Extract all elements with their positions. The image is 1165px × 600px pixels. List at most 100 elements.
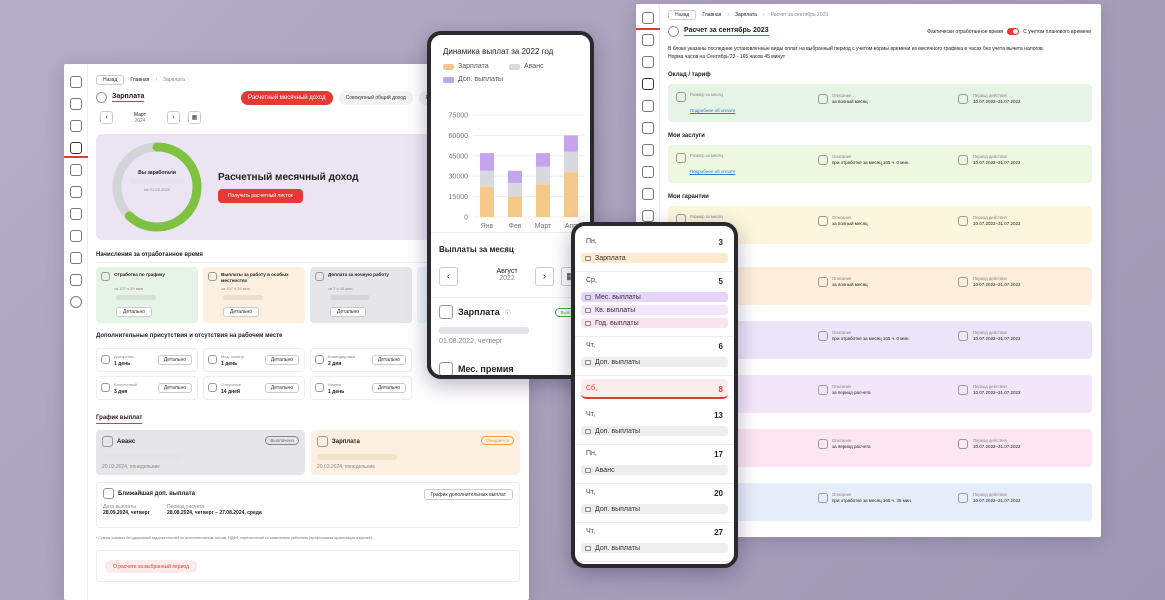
description-label: Описание [832,93,852,98]
moon-icon[interactable] [70,296,82,308]
wallet-icon[interactable] [642,78,654,90]
payment-card-salary[interactable]: Зарплата Ожидается 20.03.2024, понедельн… [311,430,520,475]
bar-segment[interactable] [564,135,578,152]
accrual-icon [315,272,324,281]
period-label: Период действия [973,330,1007,335]
star-icon[interactable] [642,144,654,156]
bar-segment[interactable] [480,170,494,188]
more-link[interactable]: Подробнее об оплате [690,169,736,174]
calendar-day[interactable]: Ср, 5 Мес. выплаты Кв. выплаты Год. выплаты [575,275,734,337]
details-button[interactable]: Детально [157,355,192,365]
details-button[interactable]: Детально [371,355,406,365]
documents-icon[interactable] [642,34,654,46]
bar-segment[interactable] [508,196,522,217]
details-button[interactable]: Детально [330,307,367,317]
bar-segment[interactable] [480,187,494,217]
bar-segment[interactable] [508,170,522,183]
calendar-event[interactable]: Доп. выплаты [581,357,728,367]
bar-segment[interactable] [536,166,550,185]
back-button[interactable]: Назад [668,10,697,20]
bar-segment[interactable] [564,172,578,217]
education-icon[interactable] [70,230,82,242]
nearest-period-label: Период расчета [167,504,205,510]
details-button[interactable]: Детально [264,383,299,393]
tab-total-income[interactable]: Совокупный общий доход [338,91,413,105]
breadcrumb-salary[interactable]: Зарплата [735,12,757,18]
star-icon[interactable] [70,208,82,220]
back-circle-icon[interactable] [96,92,107,103]
details-button[interactable]: Детально [223,307,260,317]
calendar-day[interactable]: Чт, 6 Доп. выплаты [575,340,734,376]
chat-icon[interactable] [642,56,654,68]
extra-schedule-button[interactable]: График дополнительных выплат [423,489,513,500]
calendar-day[interactable]: Пн, 3 Зарплата [575,236,734,272]
bar-segment[interactable] [480,153,494,171]
calendar-day[interactable]: Чт, 13 Доп. выплаты [575,409,734,445]
next-month-button[interactable]: › [167,111,180,124]
payment-card-advance[interactable]: Аванс Выплачено 20.03.2024, понедельник [96,430,305,475]
prev-month-button[interactable]: ‹ [100,111,113,124]
get-payslip-button[interactable]: Получить расчетный листок [218,189,303,203]
logout-icon[interactable] [642,210,654,222]
plan-time-toggle[interactable] [1007,28,1020,35]
details-button[interactable]: Детально [371,383,406,393]
accrual-card[interactable]: Выплаты за работу в особых местностях за … [203,267,305,323]
tab-monthly-income[interactable]: Расчетный месячный доход [241,91,333,105]
monitor-icon[interactable] [642,188,654,200]
calendar-day[interactable]: Пн, 17 Аванс [575,448,734,484]
calendar-event[interactable]: Мес. выплаты [581,292,728,302]
calendar-picker-icon[interactable]: ▦ [188,111,201,124]
description-value: за полный месяц [832,221,868,226]
calendar-event[interactable]: Доп. выплаты [581,426,728,436]
attendance-label: Командировка [328,354,355,359]
next-month-button[interactable]: › [535,267,554,286]
calendar-event[interactable]: Год. выплаты [581,318,728,328]
status-badge: Выплачено [265,436,299,445]
monitor-icon[interactable] [70,252,82,264]
salary-payment-card[interactable]: Зарплата ⓘ Выплачено 01.08.2022, четверг [439,305,589,345]
breadcrumb-home[interactable]: Главная [702,12,722,18]
calendar-event[interactable]: Аванс [581,465,728,475]
calendar-event[interactable]: Доп. выплаты [581,504,728,514]
home-icon[interactable] [70,76,82,88]
back-circle-icon[interactable] [668,26,679,37]
accrual-card[interactable]: Отработка по графику за 107 ч 29 мин Детал… [96,267,198,323]
x-tick-label: Апр [565,223,577,230]
accrual-card[interactable]: Доплата за ночную работу за 7 ч 45 мин Дет… [310,267,412,323]
bell-icon[interactable] [642,122,654,134]
more-link[interactable]: Подробнее об оплате [690,108,736,113]
calendar-icon[interactable] [70,164,82,176]
details-button[interactable]: Детально [264,355,299,365]
calendar-icon[interactable] [642,100,654,112]
prev-month-button[interactable]: ‹ [439,267,458,286]
info-icon[interactable]: ⓘ [504,310,511,317]
premium-card[interactable]: Мес. премия [439,362,514,375]
logout-icon[interactable] [70,274,82,286]
period-icon [958,155,968,165]
details-button[interactable]: Детально [157,383,192,393]
bar-segment[interactable] [508,183,522,197]
calendar-day[interactable]: Чт, 20 Доп. выплаты [575,487,734,523]
attendance-icon [101,355,110,364]
link-icon[interactable] [642,166,654,178]
calendar-event[interactable]: Зарплата [581,253,728,263]
chat-icon[interactable] [70,120,82,132]
payment-section-row: Описание за период расчета Период действия… [668,375,1092,413]
settings-icon[interactable] [70,186,82,198]
documents-icon[interactable] [70,98,82,110]
calendar-event[interactable]: Кв. выплаты [581,305,728,315]
calendar-day[interactable]: Чт, 27 Доп. выплаты [575,526,734,562]
calendar-event[interactable]: Доп. выплаты [581,543,728,553]
home-icon[interactable] [642,12,654,24]
period-calculation-button[interactable]: О расчете за выбранный период [105,560,197,573]
bar-segment[interactable] [536,184,550,217]
breadcrumb-home[interactable]: Главная [130,77,150,83]
day-of-week: Чт, [586,489,596,496]
bar-segment[interactable] [564,151,578,173]
wallet-icon[interactable] [70,142,82,154]
calendar-day[interactable]: Сб, 8 [581,379,728,399]
back-button[interactable]: Назад [96,75,125,85]
bar-segment[interactable] [536,153,550,167]
details-button[interactable]: Детально [116,307,153,317]
